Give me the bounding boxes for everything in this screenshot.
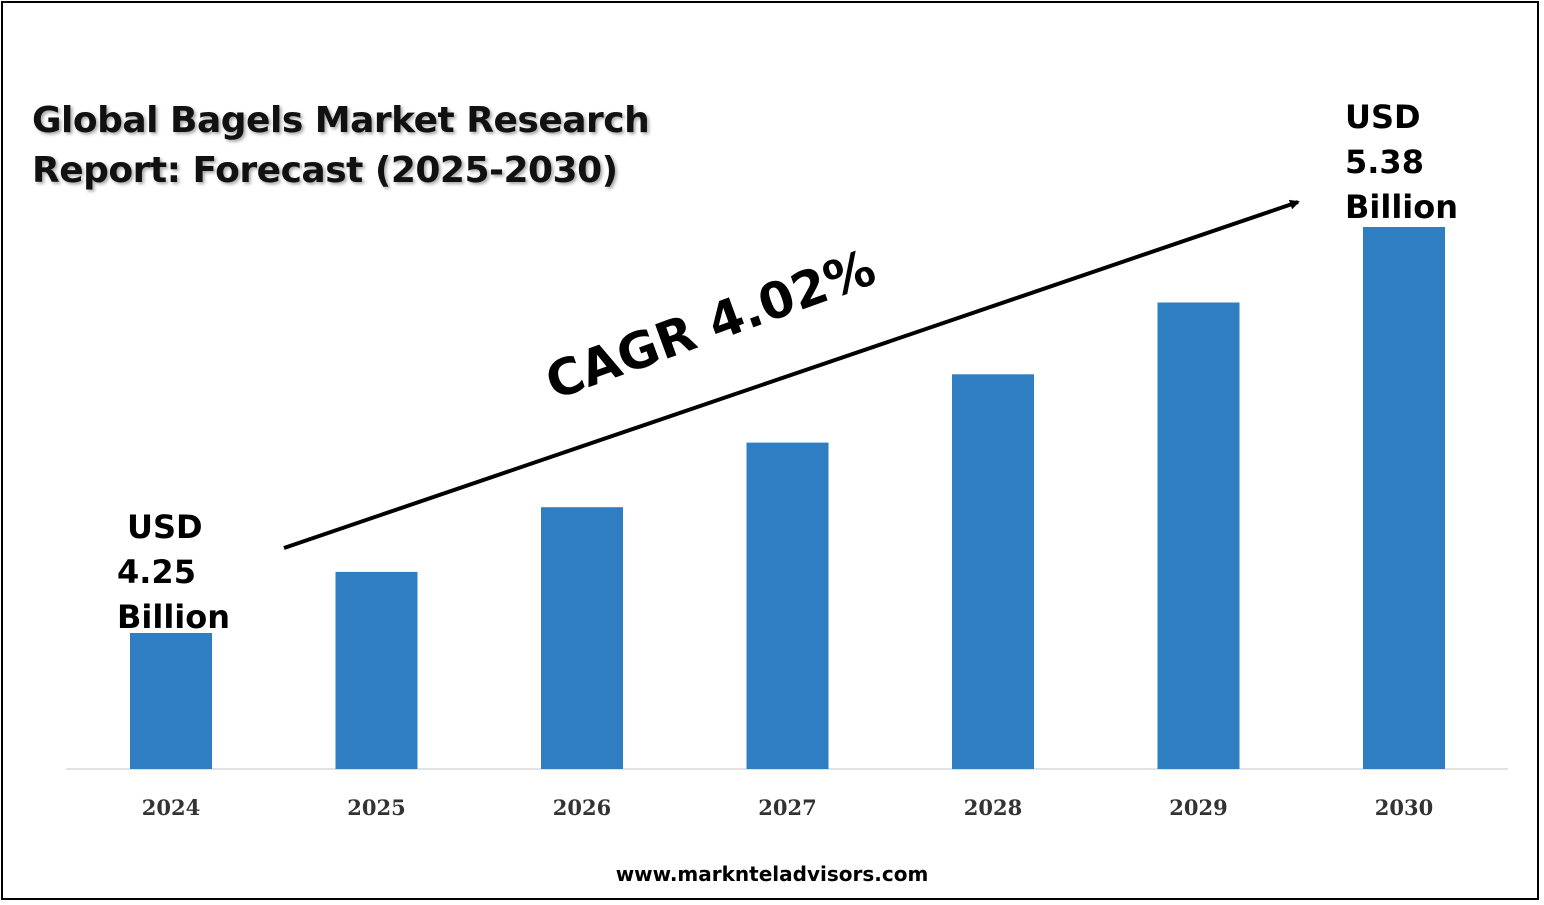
x-tick-label: 2025 [347, 795, 405, 820]
end-value-unit: Billion [1345, 188, 1459, 226]
x-tick-label: 2027 [758, 795, 816, 820]
bar-2024 [130, 633, 212, 769]
bar-2027 [746, 442, 829, 769]
chart-title-line-2: Report: Forecast (2025-2030) [32, 150, 618, 191]
start-value-callout: USD 4.25 Billion [117, 505, 230, 640]
chart-title: Global Bagels Market Research Report: Fo… [32, 96, 672, 196]
x-tick-label: 2028 [964, 795, 1022, 820]
bar-2029 [1157, 302, 1240, 769]
bar-2026 [541, 507, 623, 769]
start-value-unit: Billion [117, 598, 231, 636]
end-value-currency: USD [1345, 98, 1421, 136]
x-tick-label: 2024 [142, 795, 200, 820]
end-value-amount: 5.38 [1345, 143, 1424, 181]
bar-2028 [952, 374, 1034, 769]
bar-2030 [1363, 227, 1445, 769]
x-tick-label: 2029 [1169, 795, 1227, 820]
x-tick-label: 2026 [553, 795, 611, 820]
growth-arrow [283, 199, 1300, 550]
source-url[interactable]: www.marknteladvisors.com [615, 862, 929, 886]
start-value-amount: 4.25 [117, 553, 196, 591]
x-tick-label: 2030 [1375, 795, 1433, 820]
end-value-callout: USD 5.38 Billion [1345, 95, 1458, 230]
chart-title-line-1: Global Bagels Market Research [32, 100, 650, 141]
bar-2025 [335, 571, 418, 769]
start-value-currency: USD [127, 508, 203, 546]
